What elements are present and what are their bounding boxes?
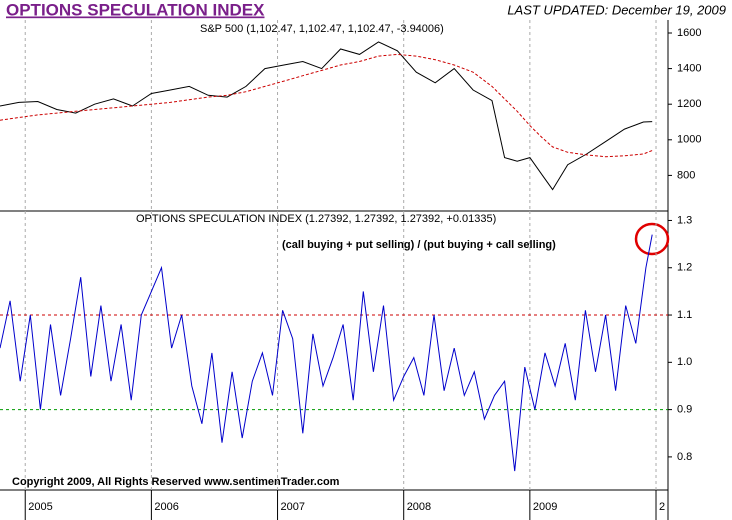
panel-title: OPTIONS SPECULATION INDEX (1.27392, 1.27…: [136, 213, 496, 225]
x-tick-label: 2006: [154, 501, 178, 513]
x-tick-label: 2007: [281, 501, 305, 513]
page-title: OPTIONS SPECULATION INDEX: [6, 0, 265, 19]
y-tick-label: 1.1: [677, 309, 692, 321]
annotation: (call buying + put selling) / (put buyin…: [282, 239, 556, 251]
y-tick-label: 1.0: [677, 356, 692, 368]
x-tick-label: 2005: [28, 501, 52, 513]
y-tick-label: 1000: [677, 134, 701, 146]
y-tick-label: 0.8: [677, 451, 692, 463]
series-line: [0, 53, 653, 158]
y-tick-label: 1.3: [677, 214, 692, 226]
x-tick-label: 2008: [407, 501, 431, 513]
y-tick-label: 1400: [677, 63, 701, 75]
series-line: [0, 41, 653, 191]
last-updated: LAST UPDATED: December 19, 2009: [507, 2, 726, 17]
series-line: [0, 234, 653, 472]
x-tick-label: 2009: [533, 501, 557, 513]
x-tick-label: 2: [659, 501, 665, 513]
highlight-circle: [634, 222, 670, 256]
y-tick-label: 800: [677, 169, 695, 181]
panel-title: S&P 500 (1,102.47, 1,102.47, 1,102.47, -…: [200, 23, 444, 35]
y-tick-label: 1200: [677, 98, 701, 110]
y-tick-label: 1600: [677, 27, 701, 39]
footer: Copyright 2009, All Rights Reserved www.…: [12, 476, 340, 488]
y-tick-label: 0.9: [677, 404, 692, 416]
y-tick-label: 1.2: [677, 262, 692, 274]
